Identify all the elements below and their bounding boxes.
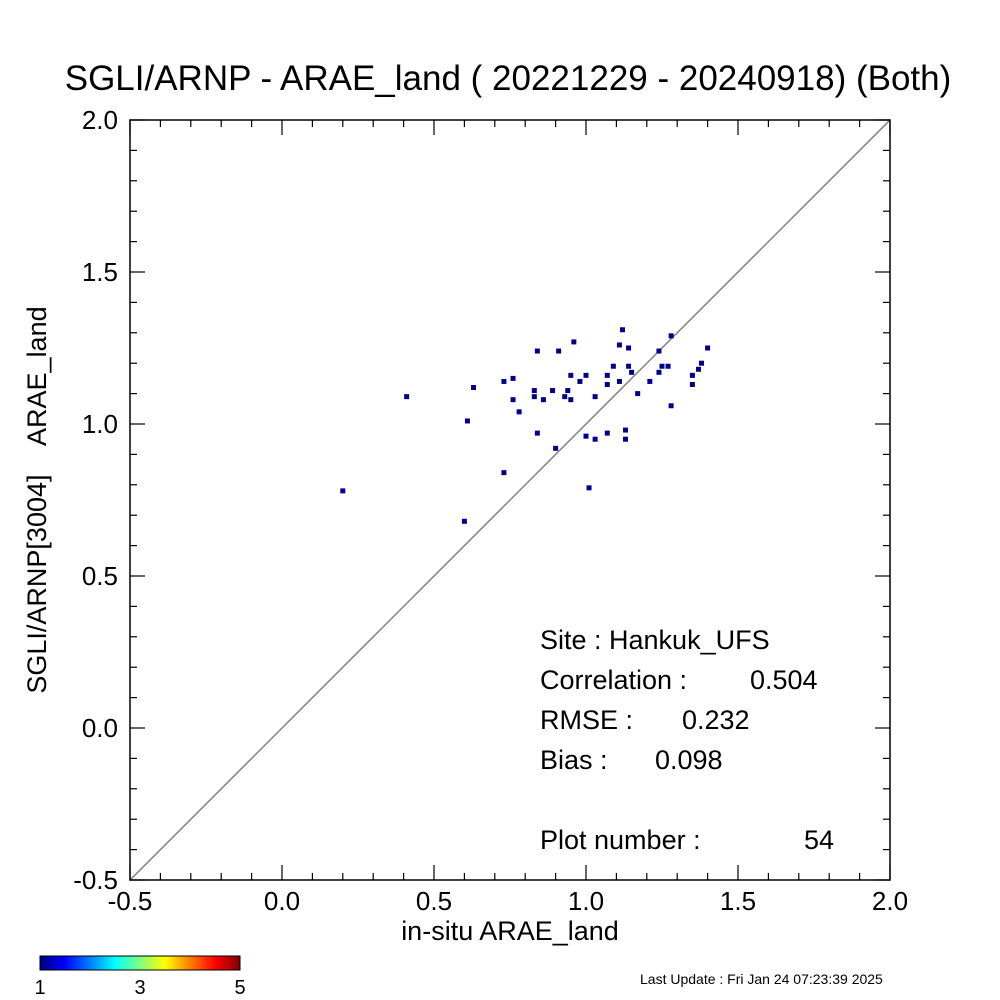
data-point: [623, 436, 629, 442]
plot-number-label: Plot number :: [540, 825, 701, 855]
stats-box: Site : Hankuk_UFS Correlation : 0.504 RM…: [540, 625, 834, 855]
data-point: [656, 348, 662, 354]
colorbar: [39, 955, 241, 971]
rmse-value: 0.232: [682, 705, 750, 735]
bias-value: 0.098: [655, 745, 723, 775]
data-point: [592, 436, 598, 442]
data-point: [577, 378, 583, 384]
data-point: [340, 488, 346, 494]
correlation-label: Correlation :: [540, 665, 687, 695]
data-point: [668, 403, 674, 409]
rmse-label: RMSE :: [540, 705, 633, 735]
data-point: [668, 333, 674, 339]
data-point: [562, 394, 568, 400]
y-axis-label: SGLI/ARNP[3004] ARAE_land: [22, 306, 52, 693]
colorbar-label: 1: [34, 977, 45, 999]
data-point: [604, 381, 610, 387]
data-point: [471, 385, 477, 391]
data-point: [501, 378, 507, 384]
data-point: [534, 348, 540, 354]
data-point: [531, 388, 537, 394]
x-axis-label: in-situ ARAE_land: [401, 916, 619, 946]
data-points: [340, 327, 711, 524]
data-point: [635, 391, 641, 397]
data-point: [556, 348, 562, 354]
y-tick-label: 1.5: [82, 257, 118, 287]
data-point: [510, 375, 516, 381]
last-update-text: Last Update : Fri Jan 24 07:23:39 2025: [640, 971, 883, 987]
y-tick-label: 0.0: [82, 713, 118, 743]
data-point: [501, 470, 507, 476]
data-point: [659, 363, 665, 369]
data-point: [623, 427, 629, 433]
data-point: [647, 378, 653, 384]
data-point: [695, 366, 701, 372]
plot-number-value: 54: [804, 825, 834, 855]
data-point: [583, 372, 589, 378]
x-tick-label: 1.5: [720, 886, 756, 916]
data-point: [604, 430, 610, 436]
data-point: [553, 445, 559, 451]
colorbar-label: 5: [234, 977, 245, 999]
data-point: [656, 369, 662, 375]
data-point: [616, 378, 622, 384]
data-point: [604, 372, 610, 378]
x-tick-label: 0.0: [264, 886, 300, 916]
bias-label: Bias :: [540, 745, 608, 775]
correlation-value: 0.504: [750, 665, 818, 695]
data-point: [571, 339, 577, 345]
data-point: [586, 485, 592, 491]
data-point: [610, 363, 616, 369]
x-tick-label: 2.0: [872, 886, 908, 916]
data-point: [550, 388, 556, 394]
data-point: [629, 369, 635, 375]
data-point: [689, 372, 695, 378]
data-point: [510, 397, 516, 403]
data-point: [464, 418, 470, 424]
y-tick-label: -0.5: [73, 865, 118, 895]
data-point: [540, 397, 546, 403]
colorbar-label: 3: [134, 977, 145, 999]
data-point: [616, 342, 622, 348]
y-tick-labels: -0.5 0.0 0.5 1.0 1.5 2.0: [73, 105, 118, 895]
data-point: [404, 394, 410, 400]
x-tick-labels: -0.5 0.0 0.5 1.0 1.5 2.0: [108, 886, 908, 916]
data-point: [583, 433, 589, 439]
x-tick-label: 0.5: [416, 886, 452, 916]
data-point: [689, 381, 695, 387]
data-point: [699, 360, 705, 366]
data-point: [516, 409, 522, 415]
data-point: [592, 394, 598, 400]
chart-title: SGLI/ARNP - ARAE_land ( 20221229 - 20240…: [65, 59, 952, 98]
data-point: [568, 397, 574, 403]
data-point: [461, 518, 467, 524]
plot-frame: [129, 119, 891, 881]
data-point: [626, 363, 632, 369]
data-point: [531, 394, 537, 400]
one-to-one-line: [130, 120, 890, 880]
data-point: [665, 363, 671, 369]
x-tick-label: 1.0: [568, 886, 604, 916]
y-tick-label: 1.0: [82, 409, 118, 439]
x-tick-label: -0.5: [108, 886, 153, 916]
data-point: [534, 430, 540, 436]
y-tick-label: 2.0: [82, 105, 118, 135]
site-name: Site : Hankuk_UFS: [540, 625, 770, 655]
data-point: [705, 345, 711, 351]
data-point: [568, 372, 574, 378]
colorbar-labels: 1 3 5: [34, 977, 245, 999]
data-point: [619, 327, 625, 333]
data-point: [565, 388, 571, 394]
data-point: [626, 345, 632, 351]
y-tick-label: 0.5: [82, 561, 118, 591]
